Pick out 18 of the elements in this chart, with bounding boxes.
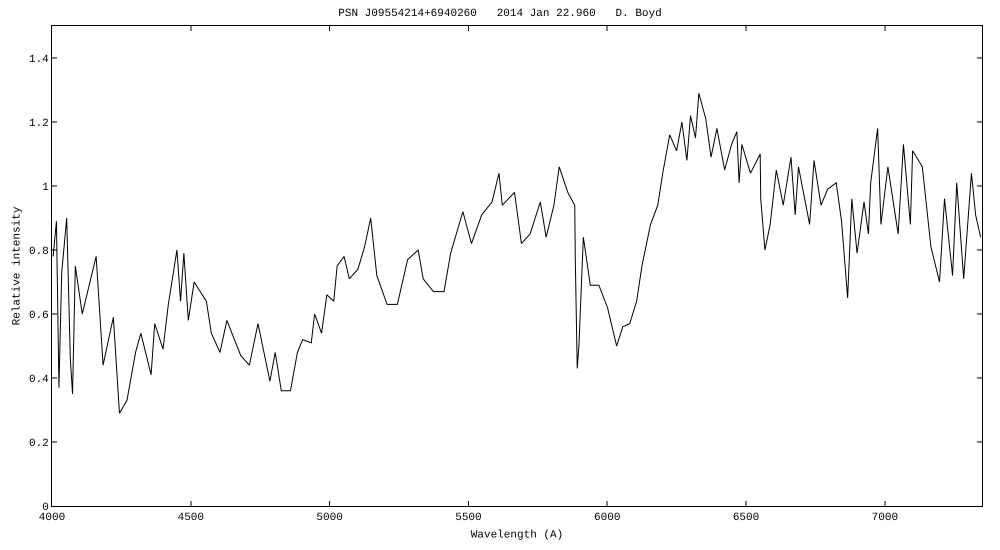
chart-title: PSN J09554214+6940260 2014 Jan 22.960 D. Boyd <box>338 8 662 20</box>
y-tick-label: 0.8 <box>28 246 49 258</box>
y-tick-label: 0.2 <box>28 438 49 450</box>
x-axis-title: Wavelength (A) <box>470 529 564 542</box>
x-tick-label: 4000 <box>38 512 66 524</box>
y-tick-label: 1.2 <box>28 118 49 130</box>
y-tick-label: 1.4 <box>28 54 50 66</box>
x-tick-label: 7000 <box>872 512 898 524</box>
x-tick-label: 4500 <box>178 512 204 524</box>
x-tick-label: 5000 <box>316 512 343 524</box>
y-tick-label: 0 <box>42 502 49 514</box>
y-tick-label: 1 <box>42 182 50 194</box>
x-tick-label: 6000 <box>594 512 620 524</box>
x-tick-label: 6500 <box>732 512 760 524</box>
y-tick-label: 0.6 <box>28 310 49 322</box>
y-tick-label: 0.4 <box>28 374 50 386</box>
x-tick-label: 5500 <box>455 512 482 524</box>
y-axis-title: Relative intensity <box>12 206 24 326</box>
